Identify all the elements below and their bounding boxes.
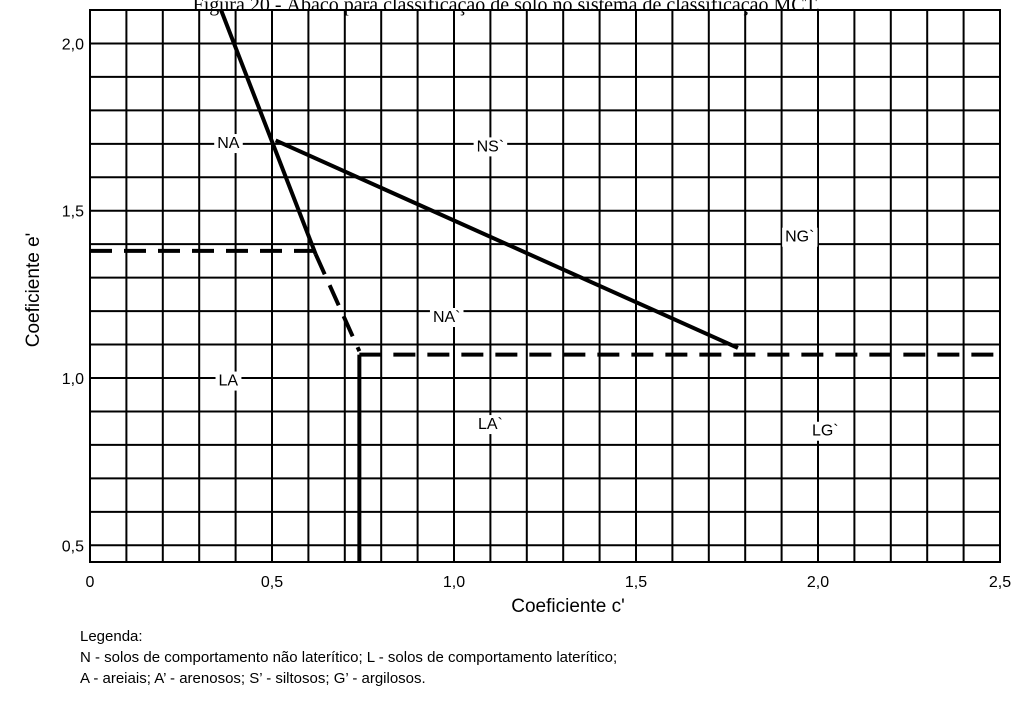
region-label: LA xyxy=(219,373,239,390)
region-label-background xyxy=(474,415,506,435)
region-label: NA` xyxy=(433,309,461,326)
chart-lines xyxy=(90,9,1000,562)
legend: Legenda: N - solos de comportamento não … xyxy=(80,626,617,689)
legend-line: N - solos de comportamento não laterític… xyxy=(80,649,618,666)
y-tick-label: 1,5 xyxy=(62,204,84,221)
chart-grid xyxy=(90,10,1000,562)
chart-ticks: 0 0,5 1,0 1,5 2,0 2,5 0,5 1,0 1,5 2,0 xyxy=(62,36,1011,591)
legend-title: Legenda: xyxy=(80,628,143,645)
x-tick-label: 2,5 xyxy=(989,574,1011,591)
legend-line: A - areiais; A’ - arenosos; S’ - siltoso… xyxy=(80,670,426,687)
region-label-background xyxy=(473,137,508,157)
mct-classification-chart: NA NS` NG` NA` LA LA` LG` 0 0,5 1,0 1,5 2,0 2,5 0,5 1… xyxy=(23,9,1011,617)
boundary-solid-line xyxy=(219,9,318,255)
x-tick-label: 1,0 xyxy=(443,574,465,591)
y-axis-title: Coeficiente e' xyxy=(23,233,44,348)
y-tick-label: 2,0 xyxy=(62,36,84,53)
x-axis-title: Coeficiente c' xyxy=(511,596,624,617)
boundary-solid-line xyxy=(274,138,739,350)
region-label-background xyxy=(215,371,242,391)
x-tick-label: 1,5 xyxy=(625,574,647,591)
x-tick-label: 2,0 xyxy=(807,574,829,591)
x-tick-label: 0 xyxy=(86,574,95,591)
region-label: NA xyxy=(217,135,240,152)
region-label-background xyxy=(429,308,464,328)
region-label: LG` xyxy=(812,423,839,440)
boundary-dashed-line xyxy=(313,253,362,353)
region-label: NG` xyxy=(785,229,814,246)
region-label: LA` xyxy=(478,416,503,433)
region-label-background xyxy=(782,227,818,247)
x-tick-label: 0,5 xyxy=(261,574,283,591)
figure-caption: Figura 20 - Ábaco para classificação de … xyxy=(192,0,821,16)
region-label: NS` xyxy=(477,138,505,155)
plot-frame xyxy=(89,9,1001,563)
y-tick-label: 0,5 xyxy=(62,538,84,555)
y-tick-label: 1,0 xyxy=(62,371,84,388)
region-label-background xyxy=(808,421,842,441)
chart-regions: NA NS` NG` NA` LA LA` LG` xyxy=(214,134,842,441)
region-label-background xyxy=(214,134,243,154)
